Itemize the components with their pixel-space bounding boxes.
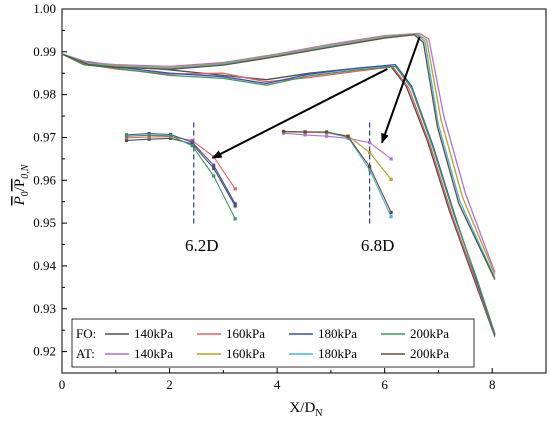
legend-entry-label: 200kPa <box>410 346 449 361</box>
legend-entry-label: 160kPa <box>226 326 265 341</box>
series-line <box>61 32 496 273</box>
inset-series-line <box>126 133 236 205</box>
inset-point <box>233 202 237 206</box>
inset-point <box>190 140 194 144</box>
inset-point <box>124 134 129 138</box>
legend-entry-label: 180kPa <box>318 346 357 361</box>
inset-label: 6.2D <box>185 236 219 255</box>
inset-point <box>147 133 151 137</box>
inset-series-line <box>283 130 392 213</box>
y-axis: 0.92 0.93 0.94 0.95 0.96 0.97 0.98 0.99 1.00 <box>33 1 67 359</box>
y-tick-label: 0.96 <box>33 172 56 187</box>
series-line <box>61 53 496 334</box>
inset-point <box>233 187 237 191</box>
inset-point <box>147 135 151 139</box>
y-tick-label: 0.98 <box>33 87 56 102</box>
inset-point <box>212 166 216 170</box>
inset-point <box>368 150 372 155</box>
y-axis-title: P0/P0,N <box>12 163 31 206</box>
inset-point <box>124 138 129 143</box>
y-axis-title-sep: /P <box>12 179 28 192</box>
inset-series-line <box>126 136 236 190</box>
inset-point <box>368 164 372 169</box>
legend-box <box>71 318 475 368</box>
legend-group-label: AT: <box>76 346 95 361</box>
inset-point <box>169 134 173 138</box>
annotation-arrow <box>381 36 421 144</box>
x-tick-label: 0 <box>59 377 66 392</box>
series-line <box>61 33 496 275</box>
series-layer <box>61 32 496 337</box>
inset-layer: 6.2D 6.8D <box>124 122 395 255</box>
legend-group-label: FO: <box>76 326 96 341</box>
inset-point <box>190 144 194 148</box>
legend-entry-label: 180kPa <box>318 326 357 341</box>
x-tick-label: 6 <box>381 377 388 392</box>
x-axis-title: X/DN <box>289 400 322 419</box>
series-line <box>61 34 496 280</box>
legend: FO: 140kPa 160kPa 180kPa 200kPa AT: 140kPa 160k… <box>71 318 475 368</box>
inset-point <box>389 157 393 161</box>
inset-point <box>212 174 216 178</box>
series-line <box>61 53 496 335</box>
inset-point <box>190 142 194 146</box>
inset-point <box>324 130 329 134</box>
inset-series-line <box>283 130 392 217</box>
inset-point <box>169 136 173 140</box>
inset-series-line <box>126 137 236 207</box>
annotation-arrow <box>211 68 388 159</box>
inset-point <box>281 129 286 134</box>
y-tick-label: 1.00 <box>33 1 56 16</box>
x-axis-title-main: X/D <box>289 400 315 416</box>
x-axis: 0 2 4 6 8 <box>59 368 496 392</box>
series-line <box>61 33 496 279</box>
inset-point <box>147 137 151 141</box>
y-tick-label: 0.99 <box>33 44 56 59</box>
series-line <box>61 53 496 337</box>
x-axis-title-sub: N <box>315 408 322 419</box>
legend-entry-label: 140kPa <box>134 326 173 341</box>
y-tick-label: 0.92 <box>33 344 56 359</box>
inset-point <box>368 167 372 172</box>
y-tick-label: 0.94 <box>33 258 56 273</box>
legend-entry-label: 140kPa <box>134 346 173 361</box>
x-tick-label: 8 <box>489 377 496 392</box>
y-tick-label: 0.95 <box>33 215 56 230</box>
inset-point <box>303 133 307 137</box>
inset-point <box>389 210 393 215</box>
y-axis-title-main: P <box>12 196 28 206</box>
inset-point <box>389 177 393 182</box>
inset-point <box>303 130 307 134</box>
y-axis-title-sub0: 0 <box>20 191 31 196</box>
series-line <box>61 53 496 336</box>
inset-point <box>124 136 129 140</box>
inset-point <box>389 215 393 219</box>
legend-entry-label: 200kPa <box>410 326 449 341</box>
legend-entry-label: 160kPa <box>226 346 265 361</box>
inset-point <box>190 138 194 143</box>
inset-point <box>346 135 350 139</box>
inset-point <box>212 163 216 167</box>
inset-point <box>233 204 237 208</box>
y-tick-label: 0.93 <box>33 301 56 316</box>
inset-point <box>368 141 372 145</box>
plot-frame <box>61 8 547 374</box>
y-axis-title-sub1: 0,N <box>20 163 31 179</box>
annotation-arrows <box>211 36 421 159</box>
inset-label: 6.8D <box>361 236 395 255</box>
x-tick-label: 4 <box>274 377 281 392</box>
inset-series-line <box>283 131 392 180</box>
inset-point <box>324 134 329 138</box>
inset-point <box>233 217 237 221</box>
x-tick-label: 2 <box>166 377 173 392</box>
inset-point <box>147 132 151 136</box>
y-tick-label: 0.97 <box>33 129 56 144</box>
inset-series-line <box>283 132 392 160</box>
plot-border <box>61 8 547 374</box>
inset-series-line <box>126 134 236 220</box>
